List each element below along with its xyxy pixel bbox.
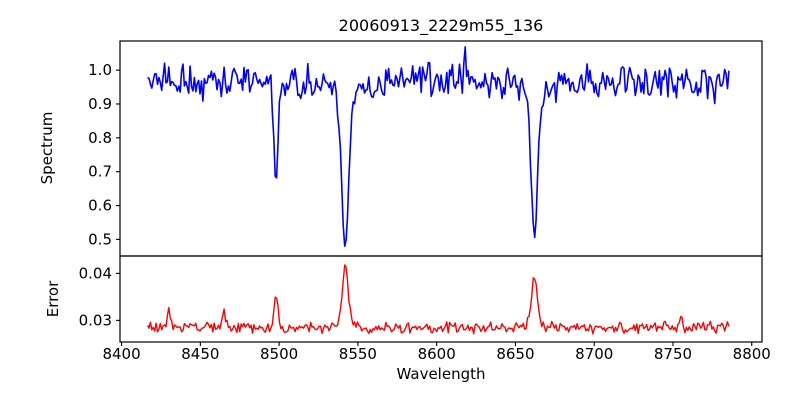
spectrum-y-axis-label: Spectrum bbox=[38, 112, 56, 185]
x-tick-label: 8450 bbox=[181, 345, 219, 363]
y-tick-label: 0.6 bbox=[88, 197, 112, 215]
x-tick-label: 8500 bbox=[260, 345, 298, 363]
x-tick-label: 8400 bbox=[102, 345, 140, 363]
x-tick-label: 8750 bbox=[654, 345, 692, 363]
x-tick-label: 8550 bbox=[339, 345, 377, 363]
y-tick-label: 1.0 bbox=[88, 61, 112, 79]
spectrum-y-axis: 0.5 0.6 0.7 0.8 0.9 1.0 bbox=[88, 61, 120, 248]
y-tick-label: 0.7 bbox=[88, 163, 112, 181]
x-tick-label: 8800 bbox=[733, 345, 771, 363]
error-panel-frame bbox=[119, 255, 763, 343]
error-trace bbox=[146, 264, 730, 335]
error-y-axis: 0.03 0.04 bbox=[79, 264, 120, 329]
chart-title: 20060913_2229m55_136 bbox=[339, 16, 544, 36]
y-tick-label: 0.04 bbox=[79, 264, 112, 282]
x-tick-label: 8650 bbox=[496, 345, 534, 363]
spectrum-trace bbox=[147, 46, 730, 247]
y-tick-label: 0.03 bbox=[79, 311, 112, 329]
x-axis: 8400 8450 8500 8550 8600 8650 8700 8750 8800 bbox=[102, 342, 771, 363]
x-axis-label: Wavelength bbox=[397, 365, 486, 383]
y-tick-label: 0.5 bbox=[88, 230, 112, 248]
y-tick-label: 0.9 bbox=[88, 95, 112, 113]
error-y-axis-label: Error bbox=[44, 280, 62, 317]
x-tick-label: 8600 bbox=[418, 345, 456, 363]
y-tick-label: 0.8 bbox=[88, 129, 112, 147]
x-tick-label: 8700 bbox=[575, 345, 613, 363]
